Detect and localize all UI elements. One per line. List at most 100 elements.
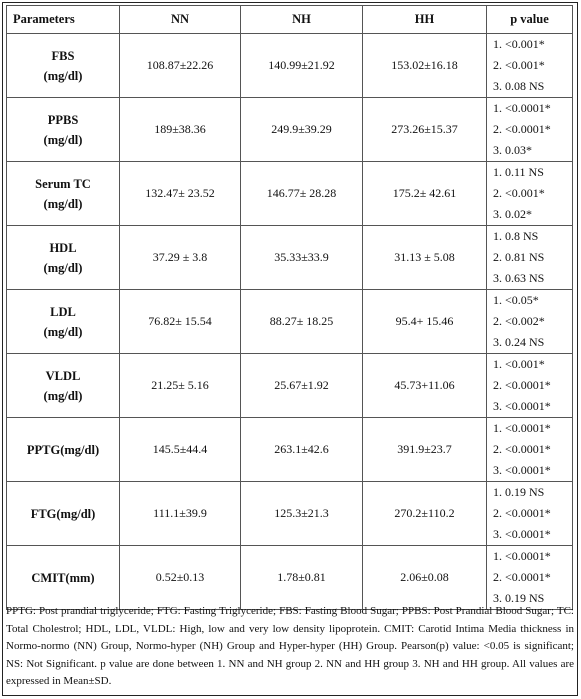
p-value-line: 2. <0.0001* [493,122,551,136]
table-row: VLDL (mg/dl) 21.25± 5.16 25.67±1.92 45.73+11… [6,353,573,418]
hh-value-cell: 2.06±0.08 [362,545,487,610]
p-value-cell: 1. <0.0001* 2. <0.0001* 3. <0.0001* [486,417,573,482]
p-value-line: 1. 0.8 NS [493,229,539,243]
hh-value-cell: 391.9±23.7 [362,417,487,482]
p-value-line: 2. <0.002* [493,314,545,328]
parameter-label: PPTG(mg/dl) [26,442,100,457]
header-nn: NN [119,5,241,34]
p-value-cell: 1. <0.001* 2. <0.001* 3. 0.08 NS [486,33,573,98]
parameter-cell: PPTG(mg/dl) [6,417,120,482]
table-row: PPBS (mg/dl) 189±38.36 249.9±39.29 273.26±15… [6,97,573,162]
nn-value-cell: 37.29 ± 3.8 [119,225,241,290]
table-row: CMIT(mm) 0.52±0.13 1.78±0.81 2.06±0.08 1. <0… [6,545,573,610]
p-value-line: 1. <0.0001* [493,421,551,435]
table-footnote: PPTG: Post prandial triglyceride; FTG: F… [6,605,574,687]
parameter-cell: FBS (mg/dl) [6,33,120,98]
nh-value-cell: 35.33±33.9 [240,225,363,290]
parameter-label: VLDL [45,368,81,383]
p-value-line: 3. 0.02* [493,207,532,221]
table-row: LDL (mg/dl) 76.82± 15.54 88.27± 18.25 95.4+ … [6,289,573,354]
hh-value-cell: 175.2± 42.61 [362,161,487,226]
header-p-value: p value [486,5,573,34]
p-value-line: 1. <0.0001* [493,101,551,115]
parameter-cell: PPBS (mg/dl) [6,97,120,162]
nh-value-cell: 25.67±1.92 [240,353,363,418]
parameter-label: FBS [51,48,75,63]
p-value-line: 3. 0.63 NS [493,271,545,285]
parameter-label: (mg/dl) [43,196,83,211]
nh-value-cell: 88.27± 18.25 [240,289,363,354]
parameter-cell: HDL (mg/dl) [6,225,120,290]
p-value-line: 3. 0.08 NS [493,79,545,93]
p-value-line: 3. 0.03* [493,143,532,157]
parameter-label: LDL [50,304,76,319]
nh-value-cell: 263.1±42.6 [240,417,363,482]
table-row: FBS (mg/dl) 108.87±22.26 140.99±21.92 153.02… [6,33,573,98]
p-value-line: 3. <0.0001* [493,527,551,541]
nh-value-cell: 1.78±0.81 [240,545,363,610]
lipid-profile-table: Parameters NN NH HH p value FBS (mg/dl) 10… [6,5,573,610]
hh-value-cell: 270.2±110.2 [362,481,487,546]
p-value-line: 1. 0.11 NS [493,165,544,179]
nh-value-cell: 146.77± 28.28 [240,161,363,226]
p-value-cell: 1. 0.8 NS 2. 0.81 NS 3. 0.63 NS [486,225,573,290]
table-row: PPTG(mg/dl) 145.5±44.4 263.1±42.6 391.9±23.… [6,417,573,482]
parameter-label: (mg/dl) [43,132,83,147]
p-value-line: 2. <0.0001* [493,570,551,584]
table-row: HDL (mg/dl) 37.29 ± 3.8 35.33±33.9 31.13 ± 5… [6,225,573,290]
table-row: FTG(mg/dl) 111.1±39.9 125.3±21.3 270.2±110.… [6,481,573,546]
parameter-label: CMIT(mm) [31,570,95,585]
p-value-cell: 1. 0.11 NS 2. <0.001* 3. 0.02* [486,161,573,226]
hh-value-cell: 31.13 ± 5.08 [362,225,487,290]
p-value-line: 1. <0.001* [493,357,545,371]
p-value-cell: 1. <0.0001* 2. <0.0001* 3. 0.19 NS [486,545,573,610]
p-value-cell: 1. <0.05* 2. <0.002* 3. 0.24 NS [486,289,573,354]
p-value-line: 2. <0.0001* [493,506,551,520]
parameter-cell: LDL (mg/dl) [6,289,120,354]
header-nh: NH [240,5,363,34]
p-value-line: 2. <0.001* [493,186,545,200]
parameter-label: (mg/dl) [43,324,83,339]
hh-value-cell: 95.4+ 15.46 [362,289,487,354]
parameter-cell: FTG(mg/dl) [6,481,120,546]
table-row: Serum TC (mg/dl) 132.47± 23.52 146.77± 28.2… [6,161,573,226]
nn-value-cell: 189±38.36 [119,97,241,162]
parameter-cell: VLDL (mg/dl) [6,353,120,418]
parameter-label: (mg/dl) [43,388,83,403]
parameter-label: HDL [49,240,77,255]
header-row: Parameters NN NH HH p value [6,5,573,34]
p-value-line: 1. 0.19 NS [493,485,545,499]
nn-value-cell: 111.1±39.9 [119,481,241,546]
hh-value-cell: 273.26±15.37 [362,97,487,162]
parameter-label: (mg/dl) [43,260,83,275]
p-value-line: 2. <0.0001* [493,378,551,392]
hh-value-cell: 153.02±16.18 [362,33,487,98]
p-value-line: 3. <0.0001* [493,463,551,477]
parameter-label: PPBS [47,112,79,127]
nh-value-cell: 140.99±21.92 [240,33,363,98]
p-value-line: 1. <0.0001* [493,549,551,563]
p-value-cell: 1. 0.19 NS 2. <0.0001* 3. <0.0001* [486,481,573,546]
nn-value-cell: 21.25± 5.16 [119,353,241,418]
hh-value-cell: 45.73+11.06 [362,353,487,418]
parameter-label: FTG(mg/dl) [30,506,96,521]
nh-value-cell: 249.9±39.29 [240,97,363,162]
nn-value-cell: 76.82± 15.54 [119,289,241,354]
nn-value-cell: 108.87±22.26 [119,33,241,98]
p-value-line: 1. <0.001* [493,37,545,51]
p-value-line: 2. <0.001* [493,58,545,72]
nn-value-cell: 132.47± 23.52 [119,161,241,226]
p-value-line: 3. 0.24 NS [493,335,545,349]
p-value-line: 2. <0.0001* [493,442,551,456]
p-value-line: 3. 0.19 NS [493,591,545,605]
parameter-cell: Serum TC (mg/dl) [6,161,120,226]
nn-value-cell: 145.5±44.4 [119,417,241,482]
nn-value-cell: 0.52±0.13 [119,545,241,610]
header-hh: HH [362,5,487,34]
header-parameters: Parameters [6,5,120,34]
parameter-cell: CMIT(mm) [6,545,120,610]
p-value-line: 2. 0.81 NS [493,250,545,264]
p-value-line: 1. <0.05* [493,293,539,307]
p-value-cell: 1. <0.0001* 2. <0.0001* 3. 0.03* [486,97,573,162]
